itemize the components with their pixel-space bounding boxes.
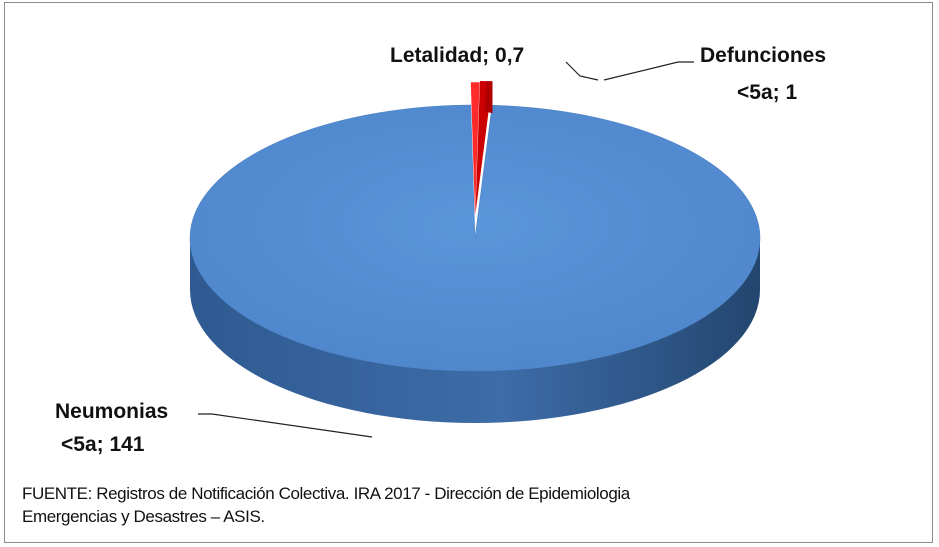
slice-defunciones-side bbox=[484, 81, 493, 114]
source-note: FUENTE: Registros de Notificación Colect… bbox=[22, 482, 902, 528]
slice-letalidad bbox=[470, 82, 480, 216]
source-line-2: Emergencias y Desastres – ASIS. bbox=[22, 507, 265, 526]
pie-side bbox=[190, 238, 760, 423]
label-letalidad: Letalidad; 0,7 bbox=[390, 44, 524, 67]
label-defunciones-line1: Defunciones bbox=[700, 44, 826, 67]
leader-line-defunciones bbox=[603, 61, 694, 81]
slice-neumonias bbox=[189, 104, 761, 372]
label-neumonias-line2: <5a; 141 bbox=[61, 433, 145, 456]
leader-line-letalidad bbox=[565, 61, 599, 81]
slice-defunciones bbox=[475, 81, 493, 215]
leader-line-neumonias bbox=[198, 413, 373, 438]
source-line-1: FUENTE: Registros de Notificación Colect… bbox=[22, 484, 630, 503]
label-defunciones-line2: <5a; 1 bbox=[737, 81, 797, 104]
label-neumonias-line1: Neumonias bbox=[55, 400, 168, 423]
